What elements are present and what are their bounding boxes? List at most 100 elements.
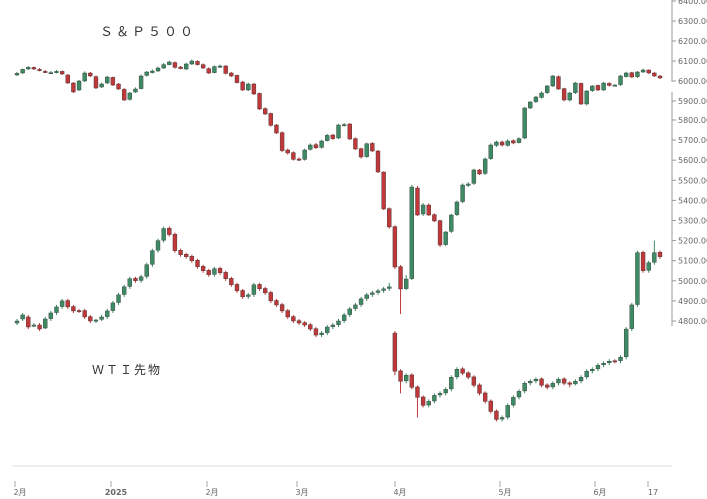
sp500-candle-body xyxy=(449,214,454,232)
sp500-candle-body xyxy=(353,138,358,150)
wti-candle-body xyxy=(466,372,471,378)
wti-candle-body xyxy=(65,300,70,308)
sp500-candle-body xyxy=(595,85,601,91)
wti-candle-body xyxy=(443,389,448,394)
sp500-candle xyxy=(155,66,161,72)
sp500-candle xyxy=(200,63,206,69)
wti-candle xyxy=(511,395,516,408)
sp500-candle-body xyxy=(37,69,42,71)
sp500-candle-body xyxy=(420,204,426,215)
sp500-candle-body xyxy=(150,70,155,73)
wti-candle-body xyxy=(516,391,522,398)
wti-candle-body xyxy=(251,284,257,295)
wti-candle-body xyxy=(302,322,307,326)
wti-candle-body xyxy=(240,290,245,298)
wti-candle xyxy=(279,302,285,313)
wti-candle xyxy=(161,226,166,243)
sp500-candle xyxy=(578,82,584,105)
sp500-candle xyxy=(454,200,460,216)
sp500-candle-body xyxy=(76,80,82,91)
bottom-price-axis: 4800.00 4900.00 5000.00 5100.00 5200.00 5300.… xyxy=(672,116,707,326)
time-axis: 2月 2025 2月 3月 4月 5月 6月 17 xyxy=(13,481,658,497)
wti-candle xyxy=(657,250,663,259)
sp500-candle xyxy=(172,61,178,69)
wti-candle xyxy=(488,399,493,414)
sp500-candle-body xyxy=(415,187,420,216)
wti-candle xyxy=(415,385,420,418)
wti-candle-body xyxy=(133,278,138,282)
wti-candle xyxy=(398,369,403,394)
sp500-candle-body xyxy=(550,75,556,87)
wti-candle-body xyxy=(212,268,217,275)
sp500-candle xyxy=(296,157,302,161)
wti-candle-body xyxy=(246,294,251,297)
sp500-candle xyxy=(415,186,420,216)
wti-candle-body xyxy=(14,320,20,324)
wti-candle-body xyxy=(223,272,228,279)
sp500-candle xyxy=(313,143,319,149)
wti-candle-body xyxy=(71,306,76,312)
sp500-candle xyxy=(652,72,657,77)
sp500-candle-body xyxy=(347,123,352,140)
wti-candle xyxy=(505,403,510,420)
sp500-candle-body xyxy=(477,169,482,175)
sp500-candle xyxy=(279,131,285,152)
sp500-candle xyxy=(246,82,251,91)
sp500-candle-body xyxy=(629,72,634,78)
sp500-candle xyxy=(20,68,25,74)
sp500-candle xyxy=(528,101,533,109)
sp500-candle-body xyxy=(229,72,234,77)
wti-candle xyxy=(652,240,657,265)
wti-candle-body xyxy=(595,365,601,370)
sp500-candle xyxy=(48,71,54,74)
wti-candle-body xyxy=(26,316,31,328)
wti-candle-body xyxy=(567,382,572,385)
wti-candle xyxy=(240,288,245,299)
wti-candle-body xyxy=(539,378,544,386)
wti-candle xyxy=(285,308,290,319)
wti-candle xyxy=(93,318,99,324)
wti-candle-body xyxy=(116,294,121,303)
sp500-candle xyxy=(325,134,330,142)
sp500-candle-body xyxy=(443,231,448,245)
wti-candle xyxy=(381,286,386,293)
wti-candle xyxy=(370,290,375,297)
sp500-candle-body xyxy=(437,220,443,246)
sp500-candle-body xyxy=(432,214,437,222)
wti-candle-body xyxy=(59,300,65,307)
sp500-candle-body xyxy=(584,90,589,105)
wti-candle xyxy=(268,290,273,303)
sp500-candle xyxy=(43,70,48,73)
sp500-candle xyxy=(635,71,640,78)
sp500-candle xyxy=(144,71,149,77)
wti-candle-body xyxy=(121,286,127,295)
wti-candle xyxy=(54,304,59,315)
wti-candle-body xyxy=(155,240,161,251)
sp500-candle xyxy=(263,107,268,115)
wti-candle-body xyxy=(545,384,550,388)
wti-candle-body xyxy=(657,252,663,257)
sp500-candle-body xyxy=(302,149,307,160)
sp500-candle-body xyxy=(573,82,578,93)
wti-candle-body xyxy=(48,312,54,319)
wti-candle-body xyxy=(353,304,358,309)
wti-candle xyxy=(71,304,76,313)
wti-candle xyxy=(364,292,369,301)
wti-candle-body xyxy=(291,316,296,322)
sp500-candle xyxy=(31,66,37,70)
sp500-candle xyxy=(347,123,352,140)
sp500-candle-body xyxy=(257,93,262,110)
time-axis-background xyxy=(12,466,672,499)
wti-candle xyxy=(296,318,302,326)
wti-axis-tick-label: 5400.00 xyxy=(678,196,707,205)
wti-candle xyxy=(172,232,178,253)
wti-candle xyxy=(206,268,211,277)
wti-candle-body xyxy=(347,308,352,315)
wti-candle-body xyxy=(398,370,403,382)
sp500-candle-body xyxy=(184,63,189,70)
wti-candle-body xyxy=(420,396,426,406)
sp500-candle xyxy=(443,231,448,246)
sp500-candle xyxy=(234,74,240,84)
